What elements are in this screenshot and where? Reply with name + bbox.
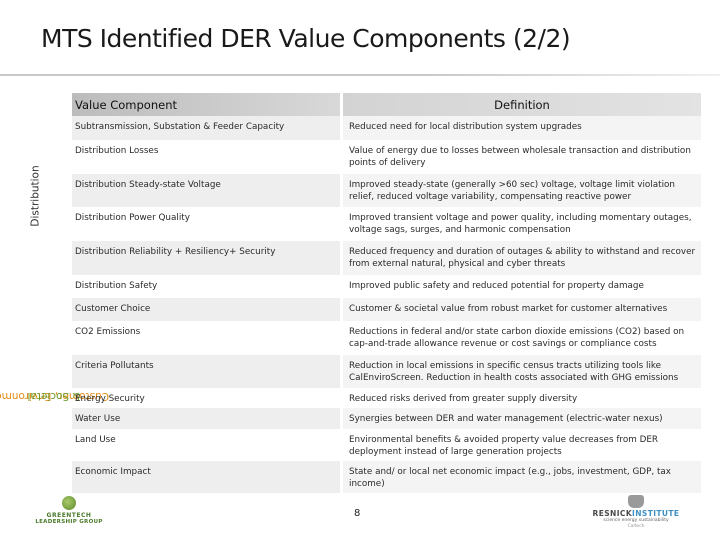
table-row: Distribution Power Quality Improved tran… <box>72 207 701 241</box>
component-cell: CO2 Emissions <box>75 327 141 337</box>
table-row: Distribution Reliability + Resiliency+ S… <box>72 241 701 275</box>
value-components-table: Distribution Customer, Environmental & S… <box>0 93 701 497</box>
table-row: Customer Choice Customer & societal valu… <box>72 298 701 321</box>
definition-cell: Reduced risks derived from greater suppl… <box>349 394 578 404</box>
group-label-distribution: Distribution <box>25 93 47 298</box>
table-row: Subtransmission, Substation & Feeder Cap… <box>72 116 701 140</box>
component-cell: Energy Security <box>75 394 145 404</box>
component-cell: Economic Impact <box>72 461 340 493</box>
resnick-mark-icon <box>628 495 644 508</box>
component-cell: Distribution Steady-state Voltage <box>72 174 340 207</box>
definition-cell: Improved steady-state (generally >60 sec… <box>343 174 701 207</box>
component-cell: Water Use <box>72 408 340 429</box>
group-label-customer-environmental-societal: Customer, Environmental & Societal <box>0 298 109 493</box>
table-row: Economic Impact State and/ or local net … <box>72 461 701 493</box>
component-cell: Distribution Power Quality <box>75 213 190 223</box>
table-row: Criteria Pollutants Reduction in local e… <box>72 355 701 388</box>
title-divider <box>0 74 720 76</box>
component-cell: Distribution Losses <box>75 146 159 156</box>
definition-cell: Reduction in local emissions in specific… <box>343 355 701 388</box>
definition-cell: Reduced frequency and duration of outage… <box>343 241 701 275</box>
page-number: 8 <box>354 508 361 519</box>
definition-cell: Reduced need for local distribution syst… <box>343 116 701 140</box>
table-row: Distribution Steady-state Voltage Improv… <box>72 174 701 207</box>
component-cell: Land Use <box>75 435 116 445</box>
group-label-distribution-text: Distribution <box>30 164 43 227</box>
table-row: Energy Security Reduced risks derived fr… <box>72 388 701 408</box>
table-row: Distribution Safety Improved public safe… <box>72 275 701 298</box>
column-header-definition: Definition <box>343 93 701 116</box>
definition-cell: Environmental benefits & avoided propert… <box>349 435 659 457</box>
table-row: CO2 Emissions Reductions in federal and/… <box>72 321 701 355</box>
definition-cell: Synergies between DER and water manageme… <box>343 408 701 429</box>
table-row: Distribution Losses Value of energy due … <box>72 140 701 174</box>
component-cell: Distribution Safety <box>75 281 158 291</box>
component-cell: Customer Choice <box>72 298 340 321</box>
column-header-component: Value Component <box>72 93 340 116</box>
component-cell: Criteria Pollutants <box>72 355 340 388</box>
definition-cell: Improved public safety and reduced poten… <box>349 281 644 291</box>
definition-cell: Improved transient voltage and power qua… <box>349 213 692 235</box>
definition-cell: Customer & societal value from robust ma… <box>343 298 701 321</box>
slide-title: MTS Identified DER Value Components (2/2… <box>41 24 571 53</box>
table-row: Land Use Environmental benefits & avoide… <box>72 429 701 461</box>
component-cell: Subtransmission, Substation & Feeder Cap… <box>72 116 340 140</box>
leaf-icon <box>62 496 76 510</box>
table-row: Water Use Synergies between DER and wate… <box>72 408 701 429</box>
greentech-leadership-group-logo: GREENTECH LEADERSHIP GROUP <box>34 496 104 530</box>
definition-cell: Value of energy due to losses between wh… <box>349 146 691 168</box>
component-cell: Distribution Reliability + Resiliency+ S… <box>72 241 340 275</box>
resnick-institute-logo: RESNICKINSTITUTE science energy sustaina… <box>590 495 682 535</box>
definition-cell: State and/ or local net economic impact … <box>343 461 701 493</box>
definition-cell: Reductions in federal and/or state carbo… <box>349 327 685 349</box>
